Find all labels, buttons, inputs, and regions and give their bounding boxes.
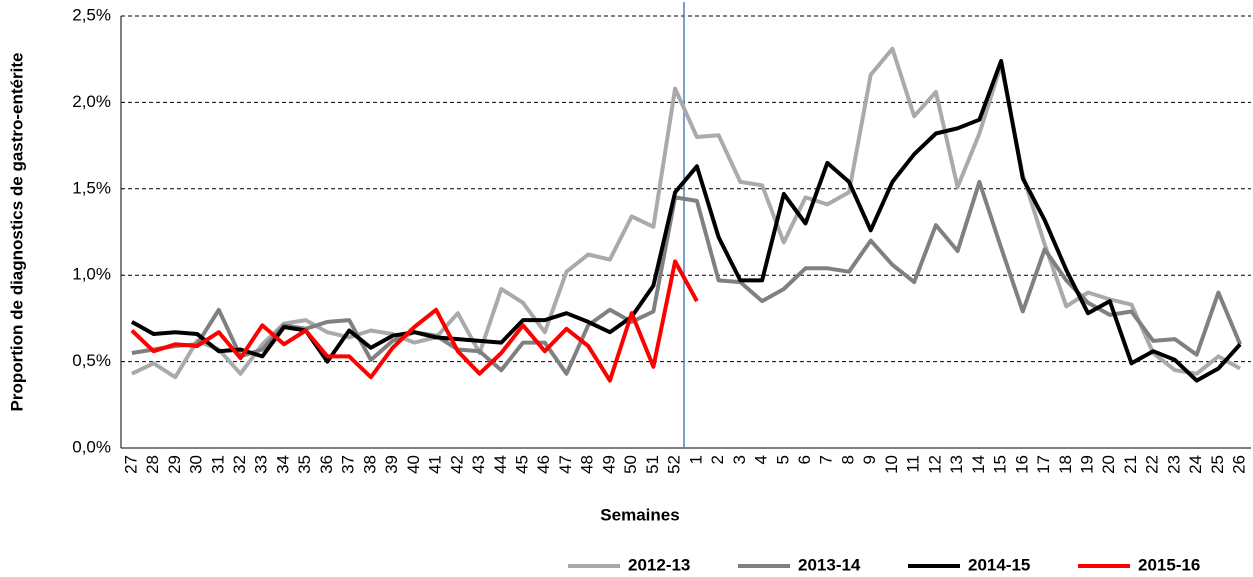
- y-tick-label: 0,0%: [72, 437, 111, 456]
- x-tick-label: 12: [925, 455, 944, 474]
- x-tick-label: 32: [230, 455, 249, 474]
- x-tick-label: 47: [556, 455, 575, 474]
- y-tick-label: 2,5%: [72, 5, 111, 24]
- x-tick-label: 1: [686, 455, 705, 464]
- x-tick-label: 9: [860, 455, 879, 464]
- x-tick-label: 8: [838, 455, 857, 464]
- x-tick-label: 17: [1034, 455, 1053, 474]
- x-tick-label: 43: [469, 455, 488, 474]
- x-tick-label: 4: [752, 455, 771, 464]
- legend-label: 2014-15: [968, 555, 1030, 574]
- x-tick-label: 49: [599, 455, 618, 474]
- legend-label: 2013-14: [798, 555, 861, 574]
- series-line: [130, 259, 699, 383]
- x-tick-label: 33: [252, 455, 271, 474]
- x-tick-label: 3: [730, 455, 749, 464]
- x-tick-label: 16: [1012, 455, 1031, 474]
- x-tick-label: 25: [1208, 455, 1227, 474]
- x-tick-label: 39: [382, 455, 401, 474]
- x-tick-label: 38: [360, 455, 379, 474]
- x-tick-label: 10: [882, 455, 901, 474]
- x-tick-label: 5: [773, 455, 792, 464]
- x-tick-label: 2: [708, 455, 727, 464]
- x-tick-label: 24: [1186, 455, 1205, 474]
- x-tick-label: 26: [1230, 455, 1249, 474]
- y-tick-label: 0,5%: [72, 351, 111, 370]
- x-tick-label: 40: [404, 455, 423, 474]
- x-tick-label: 18: [1056, 455, 1075, 474]
- x-tick-label: 21: [1121, 455, 1140, 474]
- legend-label: 2012-13: [628, 555, 690, 574]
- x-tick-label: 30: [187, 455, 206, 474]
- x-tick-label: 41: [426, 455, 445, 474]
- x-tick-label: 6: [795, 455, 814, 464]
- x-tick-label: 20: [1099, 455, 1118, 474]
- y-tick-label: 1,0%: [72, 265, 111, 284]
- y-axis-title: Proportion de diagnostics de gastro-enté…: [7, 53, 26, 412]
- x-tick-label: 27: [121, 455, 140, 474]
- x-tick-label: 15: [991, 455, 1010, 474]
- y-tick-label: 1,5%: [72, 178, 111, 197]
- x-tick-label: 13: [947, 455, 966, 474]
- x-tick-label: 45: [513, 455, 532, 474]
- x-tick-label: 7: [817, 455, 836, 464]
- x-tick-label: 36: [317, 455, 336, 474]
- x-tick-label: 29: [165, 455, 184, 474]
- x-tick-label: 31: [208, 455, 227, 474]
- x-tick-label: 50: [621, 455, 640, 474]
- x-tick-label: 48: [578, 455, 597, 474]
- x-tick-label: 46: [534, 455, 553, 474]
- x-tick-label: 28: [143, 455, 162, 474]
- x-tick-label: 37: [339, 455, 358, 474]
- y-tick-label: 2,0%: [72, 92, 111, 111]
- x-tick-label: 22: [1143, 455, 1162, 474]
- x-tick-label: 52: [665, 455, 684, 474]
- x-tick-label: 42: [447, 455, 466, 474]
- x-tick-label: 51: [643, 455, 662, 474]
- x-tick-label: 14: [969, 455, 988, 474]
- x-tick-label: 11: [904, 455, 923, 473]
- x-tick-label: 44: [491, 455, 510, 474]
- x-tick-label: 23: [1164, 455, 1183, 474]
- x-tick-label: 35: [295, 455, 314, 474]
- x-tick-label: 19: [1078, 455, 1097, 474]
- legend-label: 2015-16: [1138, 555, 1200, 574]
- series-line: [131, 179, 1242, 376]
- x-tick-label: 34: [273, 455, 292, 474]
- x-axis-title: Semaines: [600, 505, 679, 524]
